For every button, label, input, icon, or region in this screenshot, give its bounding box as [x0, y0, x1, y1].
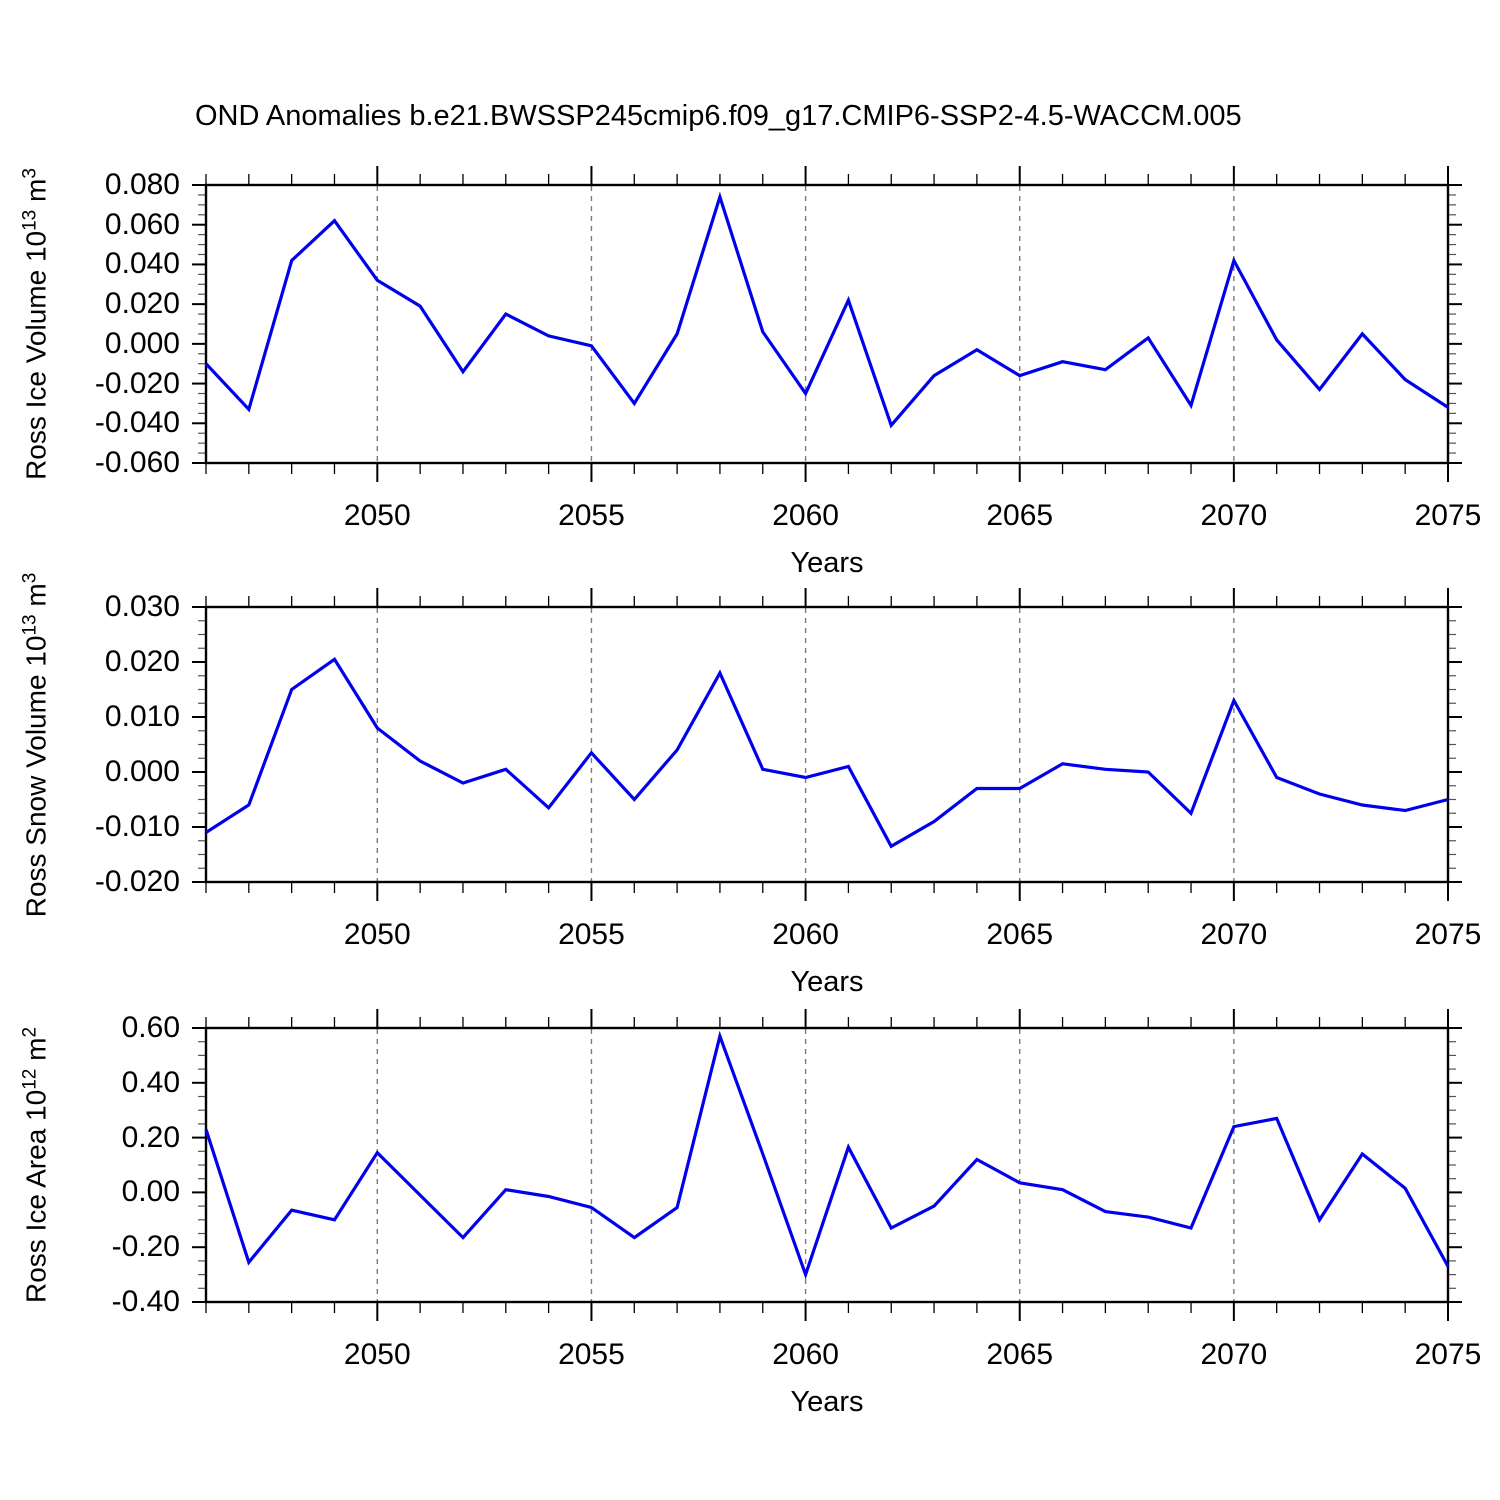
x-tick-label: 2065: [986, 499, 1054, 532]
y-tick-label: 0.080: [104, 168, 180, 201]
x-axis-title-years: Years: [790, 966, 864, 998]
data-line-series: [204, 191, 1449, 429]
y-tick-label: 0.60: [121, 1011, 180, 1044]
y-tick-label: 0.030: [104, 590, 180, 623]
y-tick-label: -0.20: [111, 1230, 180, 1264]
x-tick-label: 2060: [772, 499, 839, 532]
y-tick-label: -0.060: [94, 446, 180, 479]
y-tick-label: -0.040: [94, 406, 180, 440]
data-line-series: [205, 657, 1449, 849]
x-tick-label: 2075: [1414, 499, 1482, 532]
y-tick-label: 0.40: [121, 1065, 180, 1099]
x-tick-label: 2070: [1200, 1338, 1268, 1371]
y-axis-title-unit-exponent: 3: [19, 572, 41, 584]
x-tick-label: 2050: [343, 918, 411, 951]
x-tick-label: 2055: [558, 918, 625, 951]
x-tick-label: 2050: [343, 499, 411, 532]
y-tick-label: 0.000: [104, 755, 180, 788]
chart-title: OND Anomalies b.e21.BWSSP245cmip6.f09_g1…: [195, 100, 1242, 132]
y-tick-label: 0.000: [104, 326, 180, 360]
y-tick-label: -0.40: [111, 1285, 180, 1318]
x-axis-title-years: Years: [790, 547, 864, 579]
plot-frame: [204, 605, 1450, 884]
y-tick-label: -0.020: [94, 865, 180, 898]
y-tick-label: 0.20: [121, 1120, 180, 1154]
y-tick-label: 0.060: [104, 207, 180, 241]
plot-frame: [204, 183, 1450, 465]
x-tick-label: 2065: [986, 918, 1054, 951]
y-tick-label: 0.020: [104, 645, 180, 678]
x-tick-label: 2065: [986, 1338, 1054, 1371]
x-tick-label: 2060: [772, 1338, 839, 1371]
y-tick-label: 0.00: [121, 1175, 180, 1209]
plot-frame: [204, 1026, 1450, 1304]
y-tick-label: -0.010: [94, 810, 180, 843]
y-tick-label: -0.020: [94, 366, 180, 400]
x-tick-label: 2055: [558, 1338, 625, 1371]
y-tick-label: 0.010: [104, 700, 180, 733]
x-tick-label: 2075: [1414, 918, 1482, 951]
data-line-series: [204, 1030, 1450, 1280]
y-tick-label: 0.040: [104, 247, 180, 281]
x-tick-label: 2055: [558, 499, 625, 532]
x-tick-label: 2050: [343, 1338, 411, 1371]
x-tick-label: 2060: [772, 918, 839, 951]
x-tick-label: 2070: [1200, 918, 1268, 951]
x-tick-label: 2070: [1200, 499, 1268, 532]
y-tick-label: 0.020: [104, 287, 180, 321]
x-axis-title-years: Years: [790, 1386, 864, 1418]
x-tick-label: 2075: [1414, 1338, 1482, 1371]
